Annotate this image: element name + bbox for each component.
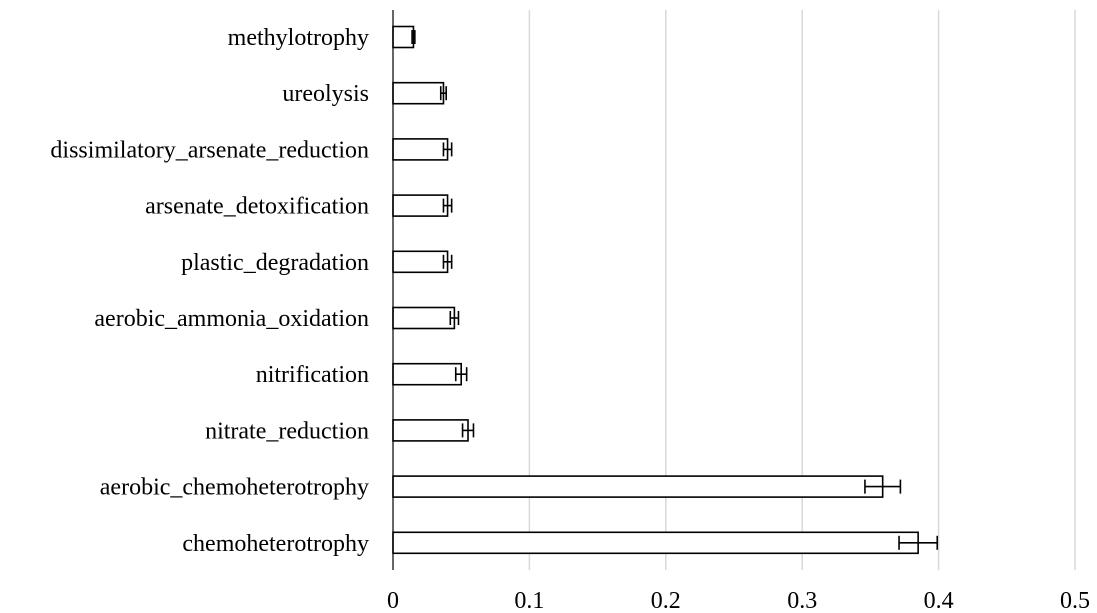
x-tick-label: 0.5 [1060, 588, 1090, 613]
bar [392, 194, 449, 217]
category-label: nitrate_reduction [205, 418, 369, 444]
bar [392, 138, 449, 161]
x-tick-label: 0.4 [924, 588, 954, 613]
bar [392, 25, 415, 49]
category-label: plastic_degradation [181, 250, 369, 276]
bars [392, 25, 939, 555]
category-label: dissimilatory_arsenate_reduction [50, 137, 369, 163]
category-label: nitrification [256, 362, 369, 388]
x-tick-label: 0 [387, 588, 399, 613]
x-tick-label: 0.2 [651, 588, 681, 613]
category-label: arsenate_detoxification [145, 194, 369, 220]
bar [392, 81, 445, 105]
x-tick-labels: 0 0.1 0.2 0.3 0.4 0.5 [387, 588, 1090, 613]
bar [392, 306, 456, 330]
category-label: aerobic_chemoheterotrophy [100, 475, 369, 501]
bar [392, 419, 469, 442]
category-label: aerobic_ammonia_oxidation [94, 306, 369, 332]
bar [392, 250, 449, 274]
category-label: methylotrophy [228, 25, 369, 51]
category-label: chemoheterotrophy [182, 531, 369, 557]
category-labels: methylotrophy ureolysis dissimilatory_arse… [50, 25, 369, 557]
bar [392, 475, 884, 498]
bar [392, 362, 462, 386]
x-tick-label: 0.1 [514, 588, 544, 613]
x-tick-label: 0.3 [787, 588, 817, 613]
category-label: ureolysis [282, 81, 369, 107]
bar [392, 531, 919, 555]
